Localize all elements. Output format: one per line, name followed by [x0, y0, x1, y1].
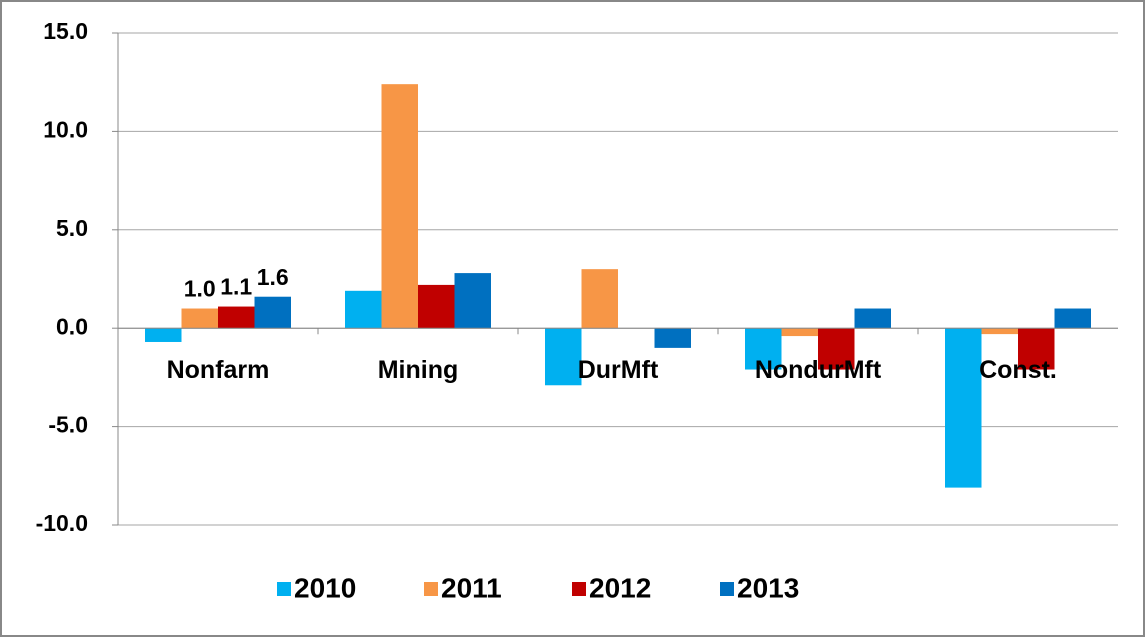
bar — [781, 328, 818, 337]
x-tick-label: DurMft — [578, 356, 659, 384]
bar — [654, 328, 691, 348]
y-tick-label: 10.0 — [43, 116, 88, 142]
legend-label: 2013 — [737, 572, 799, 603]
legend-swatch — [424, 582, 438, 596]
legend-label: 2011 — [441, 572, 502, 603]
bar — [581, 269, 618, 329]
x-tick-label: Nonfarm — [167, 356, 270, 384]
legend-swatch — [277, 582, 291, 596]
bar — [745, 328, 782, 370]
x-tick-label: NondurMft — [755, 356, 882, 384]
data-label: 1.0 — [184, 276, 216, 302]
bar — [545, 328, 582, 386]
bar — [854, 308, 891, 329]
data-label: 1.1 — [220, 274, 252, 300]
bar — [381, 84, 418, 329]
data-label: 1.6 — [257, 264, 289, 290]
y-tick-label: 0.0 — [56, 313, 88, 339]
x-tick-label: Const. — [979, 356, 1057, 384]
legend-label: 2010 — [294, 572, 356, 603]
legend-label: 2012 — [589, 572, 651, 603]
y-tick-label: 15.0 — [43, 18, 88, 44]
y-tick-label: 5.0 — [56, 215, 88, 241]
bar — [981, 328, 1018, 335]
bar — [818, 328, 855, 370]
bar — [418, 284, 455, 329]
bar — [1054, 308, 1091, 329]
bar — [145, 328, 182, 342]
bar — [1018, 328, 1055, 370]
y-tick-label: -10.0 — [36, 510, 88, 536]
legend-swatch — [720, 582, 734, 596]
y-tick-label: -5.0 — [48, 412, 88, 438]
x-tick-label: Mining — [378, 356, 459, 384]
bar — [454, 273, 491, 329]
legend-swatch — [572, 582, 586, 596]
bar — [945, 328, 982, 488]
bar — [345, 290, 382, 329]
bar — [254, 296, 291, 329]
bar — [181, 308, 218, 329]
bar — [218, 306, 255, 329]
